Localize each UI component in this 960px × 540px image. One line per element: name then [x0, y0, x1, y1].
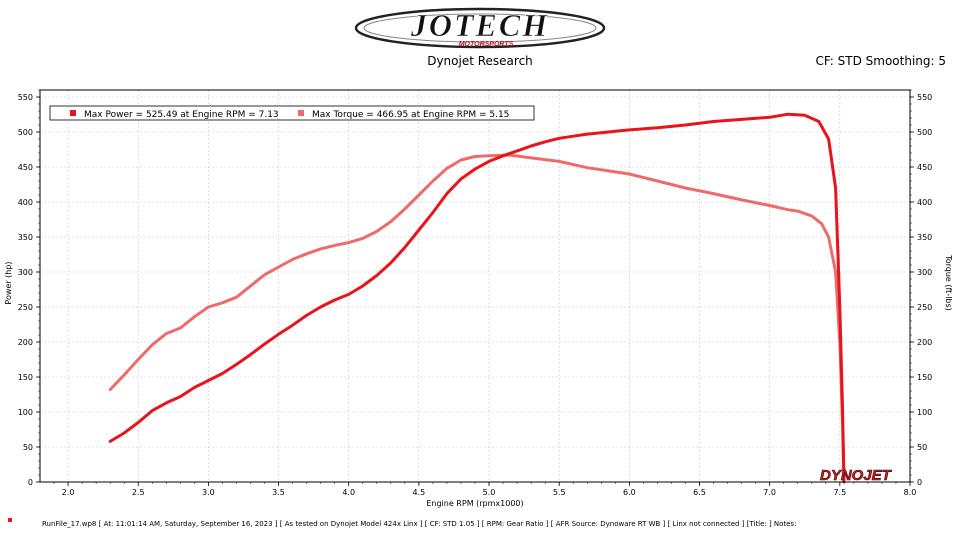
y2-tick-label: 200 — [917, 338, 932, 347]
x-tick-label: 6.0 — [623, 488, 636, 497]
x-tick-label: 8.0 — [904, 488, 917, 497]
x-axis-label: Engine RPM (rpmx1000) — [426, 499, 523, 508]
y-axis-label: Power (hp) — [4, 261, 13, 304]
x-tick-label: 4.0 — [342, 488, 355, 497]
y2-tick-label: 450 — [917, 163, 932, 172]
x-tick-label: 2.0 — [62, 488, 75, 497]
legend-power-swatch — [70, 110, 76, 116]
y-tick-label: 250 — [18, 303, 33, 312]
y2-tick-label: 0 — [917, 478, 922, 487]
dynojet-brand: DYNOJET — [820, 467, 893, 485]
y2-axis-label: Torque (ft-lbs) — [944, 254, 953, 311]
y-tick-label: 0 — [28, 478, 33, 487]
svg-text:DYNOJET: DYNOJET — [820, 467, 893, 484]
x-tick-label: 4.5 — [413, 488, 426, 497]
correction-factor-info: CF: STD Smoothing: 5 — [815, 54, 946, 68]
y-tick-label: 200 — [18, 338, 33, 347]
x-tick-label: 6.5 — [693, 488, 706, 497]
x-tick-label: 5.0 — [483, 488, 496, 497]
y2-tick-label: 400 — [917, 198, 932, 207]
x-tick-label: 2.5 — [132, 488, 145, 497]
svg-text:JOTECH: JOTECH — [410, 7, 549, 43]
run-info-footer: RunFile_17.wp8 [ At: 11:01:14 AM, Saturd… — [42, 520, 797, 528]
y2-tick-label: 350 — [917, 233, 932, 242]
y-tick-label: 150 — [18, 373, 33, 382]
y2-tick-label: 500 — [917, 128, 932, 137]
y-tick-label: 500 — [18, 128, 33, 137]
y-tick-label: 550 — [18, 93, 33, 102]
legend: Max Power = 525.49 at Engine RPM = 7.13 … — [49, 105, 535, 121]
x-tick-label: 7.5 — [833, 488, 846, 497]
y2-tick-label: 50 — [917, 443, 927, 452]
x-tick-label: 3.5 — [272, 488, 285, 497]
y-tick-label: 100 — [18, 408, 33, 417]
footer-bullet — [8, 518, 12, 522]
svg-text:MOTORSPORTS: MOTORSPORTS — [459, 41, 514, 48]
y-tick-label: 50 — [23, 443, 33, 452]
x-tick-label: 7.0 — [763, 488, 776, 497]
chart-subtitle: Dynojet Research — [427, 54, 533, 68]
y-tick-label: 450 — [18, 163, 33, 172]
y2-tick-label: 150 — [917, 373, 932, 382]
y-tick-label: 350 — [18, 233, 33, 242]
torque-curve — [108, 153, 846, 484]
x-tick-label: 3.0 — [202, 488, 215, 497]
legend-torque-swatch — [298, 110, 304, 116]
legend-power-label: Max Power = 525.49 at Engine RPM = 7.13 — [84, 110, 279, 120]
legend-torque-label: Max Torque = 466.95 at Engine RPM = 5.15 — [312, 110, 509, 120]
y-tick-label: 300 — [18, 268, 33, 277]
y2-tick-label: 300 — [917, 268, 932, 277]
y-tick-label: 400 — [18, 198, 33, 207]
y2-tick-label: 550 — [917, 93, 932, 102]
y2-tick-label: 100 — [917, 408, 932, 417]
x-tick-label: 5.5 — [553, 488, 566, 497]
power-curve — [108, 112, 846, 484]
jotech-logo: JOTECH MOTORSPORTS — [354, 7, 606, 49]
y2-tick-label: 250 — [917, 303, 932, 312]
